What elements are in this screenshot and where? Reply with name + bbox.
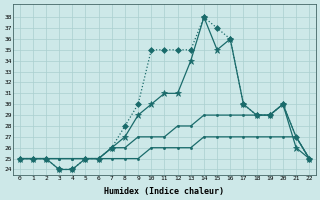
X-axis label: Humidex (Indice chaleur): Humidex (Indice chaleur) xyxy=(104,187,224,196)
